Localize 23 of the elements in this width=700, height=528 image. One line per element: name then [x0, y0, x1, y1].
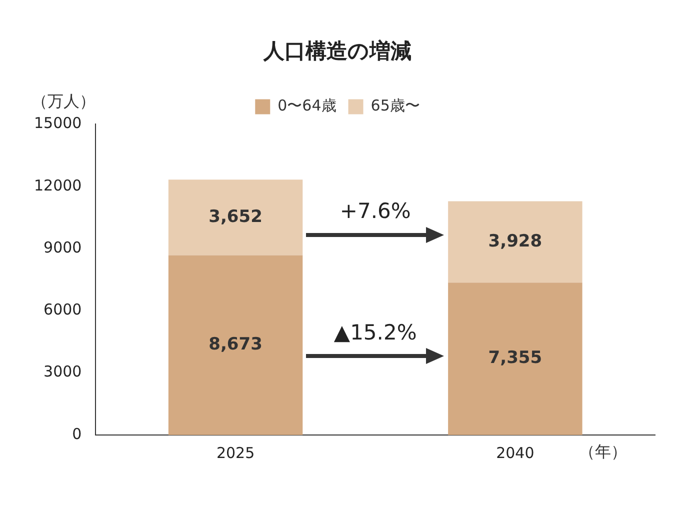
- data-label: 3,652: [208, 206, 262, 227]
- legend-label: 0〜64歳: [278, 96, 336, 115]
- y-tick-label: 6000: [44, 300, 82, 319]
- x-tick-label: 2040: [496, 444, 534, 462]
- y-tick-label: 0: [72, 424, 82, 443]
- y-axis-title: （万人）: [32, 91, 96, 110]
- x-axis-title: （年）: [579, 442, 627, 462]
- data-label: 7,355: [488, 348, 542, 368]
- legend-label: 65歳〜: [370, 96, 420, 115]
- chart-title: 人口構造の増減: [262, 39, 412, 64]
- bar: [168, 255, 303, 435]
- annotation: +7.6%: [340, 199, 411, 224]
- data-label: 3,928: [488, 231, 542, 252]
- y-tick-label: 15000: [34, 114, 82, 132]
- y-tick-label: 3000: [44, 362, 82, 381]
- y-tick-label: 12000: [34, 176, 82, 194]
- x-tick-label: 2025: [216, 444, 255, 462]
- bar: [168, 180, 303, 256]
- y-tick-label: 9000: [44, 238, 82, 256]
- data-label: 8,673: [208, 334, 262, 355]
- annotation: ▲15.2%: [334, 320, 417, 344]
- bar: [448, 201, 582, 283]
- bar: [448, 282, 582, 435]
